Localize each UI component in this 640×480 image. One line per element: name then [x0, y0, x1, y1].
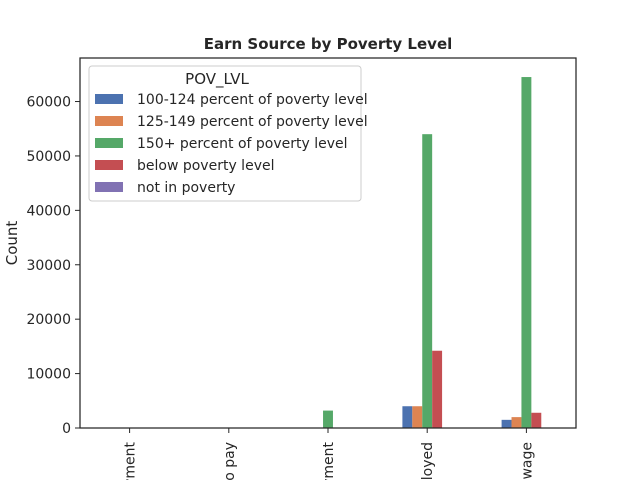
- y-tick-label: 50000: [26, 149, 71, 165]
- legend-swatch: [95, 160, 123, 170]
- bar: [412, 406, 423, 428]
- legend-title: POV_LVL: [185, 70, 249, 89]
- legend-swatch: [95, 94, 123, 104]
- bar: [531, 412, 542, 428]
- bar: [511, 417, 522, 428]
- bar: [422, 134, 433, 429]
- x-tick-label: yment: [123, 441, 139, 480]
- legend-box: [88, 65, 362, 202]
- y-tick-label: 40000: [26, 203, 71, 219]
- legend-label: 125-149 percent of poverty level: [137, 114, 368, 130]
- legend-label: 100-124 percent of poverty level: [137, 92, 368, 108]
- y-axis-label: Count: [3, 221, 21, 266]
- bar: [323, 410, 333, 428]
- legend-label: below poverty level: [137, 158, 274, 174]
- y-tick-label: 10000: [26, 367, 71, 383]
- legend-swatch: [95, 116, 123, 126]
- bar: [521, 77, 532, 428]
- legend-swatch: [95, 138, 123, 148]
- bar: [432, 350, 443, 428]
- bars-layer: [323, 77, 542, 429]
- y-tick-label: 30000: [26, 258, 71, 274]
- legend: POV_LVL 100-124 percent of poverty level 1…: [88, 65, 368, 202]
- y-tick-label: 0: [62, 421, 71, 437]
- x-axis: yment o pay yment loyed wage: [123, 428, 535, 480]
- y-axis: 0 10000 20000 30000 40000 50000 60000: [26, 95, 80, 437]
- y-tick-label: 20000: [26, 312, 71, 328]
- x-tick-label: o pay: [222, 442, 238, 480]
- legend-label: not in poverty: [137, 180, 235, 196]
- chart-title: Earn Source by Poverty Level: [204, 35, 453, 53]
- y-tick-label: 60000: [26, 95, 71, 111]
- legend-swatch: [95, 182, 123, 192]
- x-tick-label: loyed: [420, 442, 436, 480]
- x-tick-label: yment: [321, 441, 337, 480]
- bar: [402, 406, 413, 428]
- legend-label: 150+ percent of poverty level: [137, 136, 348, 152]
- bar: [501, 419, 512, 428]
- x-tick-label: wage: [519, 442, 535, 480]
